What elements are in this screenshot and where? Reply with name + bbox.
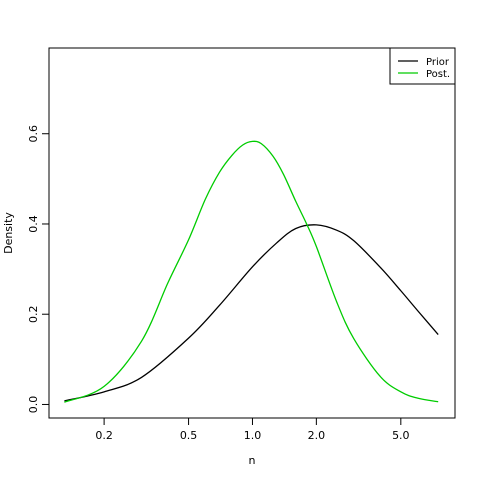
legend-label-post: Post.	[426, 69, 450, 80]
x-tick-label: 2.0	[308, 429, 326, 442]
series-layer	[64, 140, 439, 403]
x-tick-label: 0.5	[180, 429, 198, 442]
plot-frame	[48, 47, 456, 419]
x-tick-label: 5.0	[392, 429, 410, 442]
y-axis-title: Density	[2, 212, 15, 254]
y-tick-label: 0.6	[27, 125, 40, 143]
series-line-prior	[64, 224, 439, 402]
y-axis: 0.0 0.2 0.4 0.6	[27, 125, 50, 414]
x-axis-title: n	[249, 454, 256, 467]
x-tick-label: 1.0	[244, 429, 262, 442]
legend: Prior Post.	[389, 47, 456, 85]
y-tick-label: 0.0	[27, 396, 40, 414]
y-tick-label: 0.2	[27, 305, 40, 323]
x-axis: 0.2 0.5 1.0 2.0 5.0	[95, 417, 410, 442]
x-tick-label: 0.2	[95, 429, 113, 442]
legend-label-prior: Prior	[426, 57, 450, 68]
series-line-post	[64, 140, 439, 403]
legend-box	[389, 47, 456, 85]
y-tick-label: 0.4	[27, 215, 40, 233]
